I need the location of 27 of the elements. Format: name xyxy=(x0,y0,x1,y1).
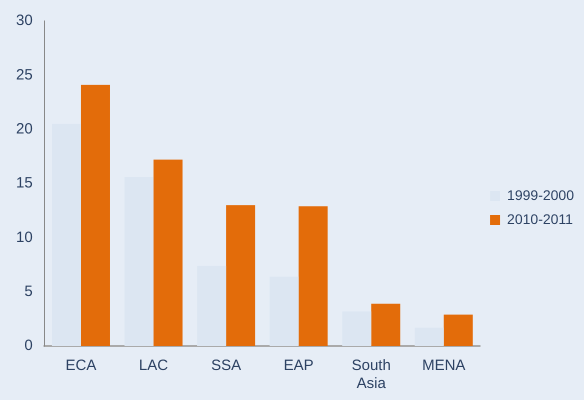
bar xyxy=(154,160,183,346)
bar xyxy=(444,314,473,346)
y-tick-label: 15 xyxy=(16,174,33,192)
legend-label: 2010-2011 xyxy=(507,210,574,227)
y-tick-label: 5 xyxy=(24,282,33,300)
bar xyxy=(371,304,400,346)
bar xyxy=(124,177,154,346)
x-tick-label: ECA xyxy=(66,357,96,374)
legend-label: 1999-2000 xyxy=(507,186,574,203)
bar xyxy=(342,311,372,346)
bar xyxy=(226,205,256,346)
y-tick-label: 10 xyxy=(16,228,33,246)
y-tick-label: 25 xyxy=(16,66,33,84)
y-tick-label: 0 xyxy=(24,337,33,354)
y-tick-label: 30 xyxy=(16,12,33,30)
bar xyxy=(80,84,110,346)
x-tick-label: LAC xyxy=(138,357,168,374)
x-tick-label: MENA xyxy=(422,357,466,374)
y-tick-label: 20 xyxy=(16,120,33,138)
bar xyxy=(298,206,328,346)
bar xyxy=(52,124,81,346)
x-tick-label: EAP xyxy=(284,357,314,374)
bar xyxy=(414,328,444,346)
bar xyxy=(270,276,299,346)
bar xyxy=(197,266,226,346)
x-tick-label: South Asia xyxy=(352,357,391,392)
x-tick-label: SSA xyxy=(211,357,242,374)
